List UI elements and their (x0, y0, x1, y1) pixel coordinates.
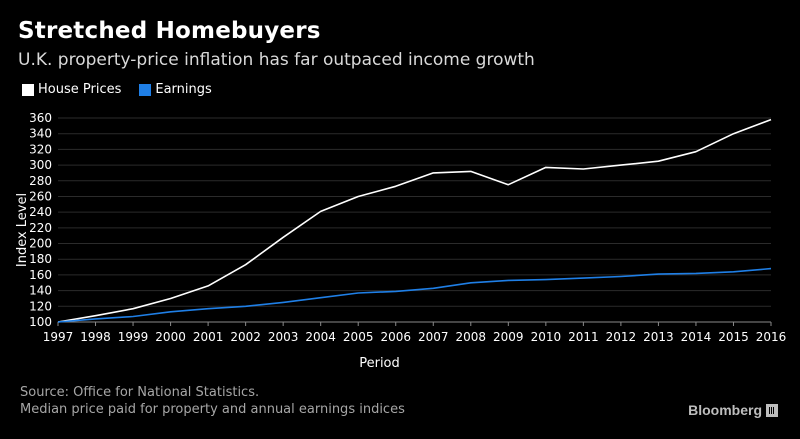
legend-item-earnings: Earnings (139, 82, 212, 97)
series-line-earnings (57, 267, 772, 323)
y-tick-label: 360 (29, 111, 52, 125)
x-axis-title: Period (359, 356, 400, 371)
y-tick-label: 280 (29, 174, 52, 188)
x-tick-label: 2012 (606, 330, 637, 344)
bloomberg-terminal-icon (766, 403, 778, 417)
y-tick-label: 260 (29, 189, 52, 203)
legend-label-house-prices: House Prices (38, 82, 122, 97)
x-tick-label: 2011 (568, 330, 599, 344)
legend-item-house-prices: House Prices (22, 82, 121, 97)
source-line-2: Median price paid for property and annua… (20, 402, 405, 417)
x-tick-label: 2004 (305, 330, 336, 344)
x-tick-label: 2013 (643, 330, 674, 344)
x-tick-label: 2008 (456, 330, 487, 344)
x-tick-label: 2010 (531, 330, 562, 344)
series-line-house-prices (57, 118, 772, 323)
legend: House Prices Earnings (22, 82, 230, 97)
y-tick-label: 320 (29, 142, 52, 156)
x-tick-label: 2003 (268, 330, 299, 344)
legend-swatch-house-prices (22, 83, 34, 96)
y-tick-label: 240 (29, 205, 52, 219)
legend-swatch-earnings (139, 83, 152, 96)
x-tick-label: 2001 (193, 330, 224, 344)
x-tick-label: 1999 (118, 330, 149, 344)
chart-subtitle: U.K. property-price inflation has far ou… (18, 50, 535, 70)
source-note: Source: Office for National Statistics. … (20, 384, 405, 418)
y-tick-label: 120 (29, 299, 52, 313)
x-tick-label: 2009 (493, 330, 524, 344)
y-tick-label: 100 (29, 315, 52, 329)
y-tick-label: 160 (29, 268, 52, 282)
y-tick-label: 220 (29, 221, 52, 235)
source-line-1: Source: Office for National Statistics. (20, 385, 260, 400)
x-tick-label: 2016 (756, 330, 787, 344)
chart-title: Stretched Homebuyers (18, 18, 321, 44)
y-tick-label: 300 (29, 158, 52, 172)
x-tick-label: 1998 (80, 330, 111, 344)
legend-label-earnings: Earnings (155, 82, 212, 97)
x-tick-label: 2000 (155, 330, 186, 344)
x-tick-label: 1997 (43, 330, 74, 344)
x-tick-label: 2007 (418, 330, 449, 344)
y-tick-label: 180 (29, 252, 52, 266)
x-tick-label: 2002 (230, 330, 261, 344)
x-tick-label: 2006 (380, 330, 411, 344)
y-tick-label: 140 (29, 284, 52, 298)
y-axis-title: Index Level (15, 193, 30, 267)
bloomberg-logo: Bloomberg (688, 402, 778, 418)
y-tick-label: 340 (29, 127, 52, 141)
y-tick-label: 200 (29, 237, 52, 251)
x-tick-label: 2005 (343, 330, 374, 344)
x-tick-label: 2014 (681, 330, 712, 344)
x-tick-label: 2015 (718, 330, 749, 344)
brand-name: Bloomberg (688, 402, 762, 418)
